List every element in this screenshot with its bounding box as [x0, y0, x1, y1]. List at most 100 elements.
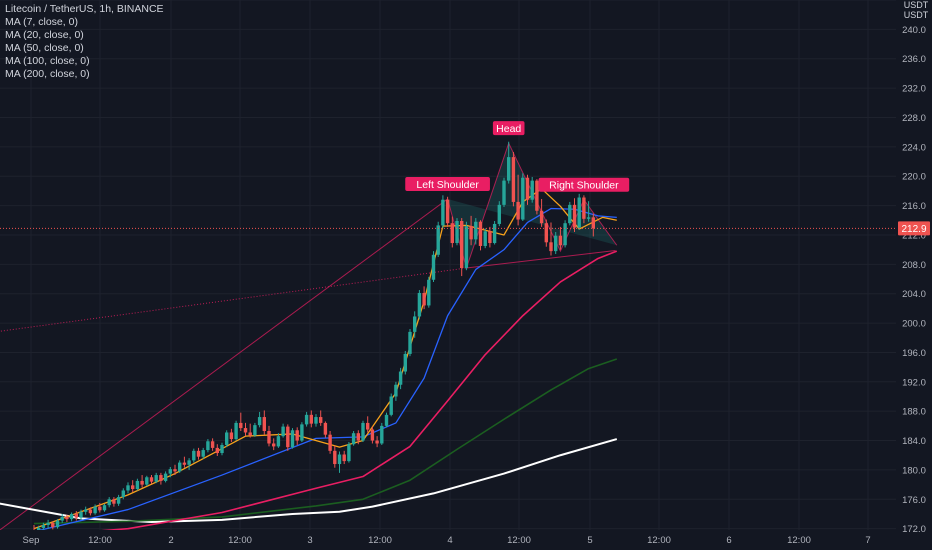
- ma50-line: [33, 250, 618, 537]
- candle-body: [126, 485, 130, 491]
- price-tick-label: 240.0: [902, 25, 926, 36]
- candle: [253, 422, 257, 437]
- candle: [88, 507, 93, 516]
- candle-body: [248, 432, 252, 436]
- candle-body: [525, 177, 530, 200]
- candle: [413, 311, 417, 338]
- candle: [427, 276, 431, 308]
- candle-body: [145, 477, 149, 485]
- pattern-label-bg: [538, 177, 630, 192]
- candle-body: [168, 469, 172, 474]
- candle: [276, 433, 281, 448]
- candle-body: [290, 430, 295, 448]
- candle: [342, 450, 346, 465]
- time-tick-label: 6: [726, 535, 731, 546]
- price-tick-label: 204.0: [902, 289, 926, 300]
- candle: [394, 381, 398, 401]
- candle-body: [163, 473, 168, 481]
- candle: [445, 196, 450, 227]
- candle-body: [243, 428, 248, 433]
- candle: [149, 475, 154, 484]
- candle-body: [366, 422, 370, 430]
- candle-body: [107, 499, 111, 506]
- chart-title: Litecoin / TetherUS, 1h, BINANCE: [5, 3, 164, 15]
- candle: [450, 216, 454, 248]
- candle-body: [380, 425, 384, 444]
- price-tick-label: 188.0: [902, 407, 926, 418]
- candle-body: [375, 440, 379, 444]
- indicator-ma50[interactable]: MA (50, close, 0): [5, 42, 84, 54]
- time-tick-label: 4: [447, 535, 452, 546]
- time-tick-label: 7: [865, 535, 870, 546]
- candle-body: [234, 422, 238, 440]
- candle: [74, 511, 78, 521]
- candle-body: [187, 460, 191, 465]
- candle: [497, 201, 501, 227]
- candle-body: [450, 223, 454, 244]
- candle: [511, 151, 516, 207]
- current-price-text: 212.9: [901, 224, 926, 235]
- candle: [98, 502, 102, 513]
- candle: [51, 521, 55, 530]
- indicator-ma7[interactable]: MA (7, close, 0): [5, 16, 78, 28]
- time-tick-label: 12:00: [507, 535, 531, 546]
- candle-body: [530, 180, 534, 200]
- candle-body: [351, 433, 356, 445]
- candle: [304, 411, 309, 427]
- candle: [102, 503, 107, 512]
- candle-body: [267, 431, 271, 444]
- candle-body: [544, 223, 548, 243]
- candle: [521, 173, 525, 222]
- indicator-ma20[interactable]: MA (20, close, 0): [5, 29, 84, 41]
- candle: [248, 423, 252, 438]
- candle-body: [192, 450, 196, 461]
- pattern-label-text: Right Shoulder: [549, 180, 619, 192]
- candle: [460, 218, 464, 277]
- candle: [356, 430, 360, 445]
- candle-body: [51, 522, 55, 528]
- candle: [55, 519, 60, 529]
- candle-body: [511, 157, 516, 202]
- candle: [431, 251, 436, 282]
- candle-body: [140, 480, 144, 485]
- current-price-badge: [898, 221, 930, 236]
- candle: [572, 198, 577, 233]
- candle-body: [135, 480, 140, 490]
- indicator-ma100[interactable]: MA (100, close, 0): [5, 55, 90, 67]
- indicator-ma200[interactable]: MA (200, close, 0): [5, 68, 90, 80]
- price-tick-label: 212.0: [902, 230, 926, 241]
- candle-body: [516, 201, 520, 220]
- candle-body: [300, 424, 304, 441]
- candle: [225, 430, 229, 448]
- candle: [554, 232, 558, 255]
- candle-body: [347, 444, 351, 462]
- candle: [441, 195, 445, 229]
- candle-body: [361, 422, 365, 441]
- candle: [163, 471, 168, 483]
- candle-body: [554, 235, 558, 252]
- candle: [408, 328, 412, 357]
- candle: [290, 428, 295, 449]
- candle: [563, 220, 567, 248]
- candle: [380, 422, 384, 445]
- candle: [201, 447, 205, 459]
- candle-body: [220, 444, 224, 454]
- candle: [267, 425, 271, 447]
- price-axis: 172.0 176.0 180.0 184.0 188.0 192.0 196.0 200.0…: [896, 0, 932, 550]
- candle: [210, 438, 215, 451]
- candle: [300, 422, 304, 443]
- candle: [309, 410, 313, 428]
- candle-body: [384, 414, 389, 426]
- candle-body: [225, 432, 229, 445]
- candle: [257, 411, 262, 428]
- candle-body: [323, 422, 328, 435]
- price-axis-unit: USDT: [904, 10, 929, 20]
- candle: [549, 222, 553, 256]
- candle-body: [539, 210, 544, 224]
- candle: [347, 442, 351, 463]
- candle-body: [521, 177, 525, 220]
- price-tick-label: 184.0: [902, 436, 926, 447]
- candle-body: [474, 221, 478, 240]
- candle: [234, 420, 238, 441]
